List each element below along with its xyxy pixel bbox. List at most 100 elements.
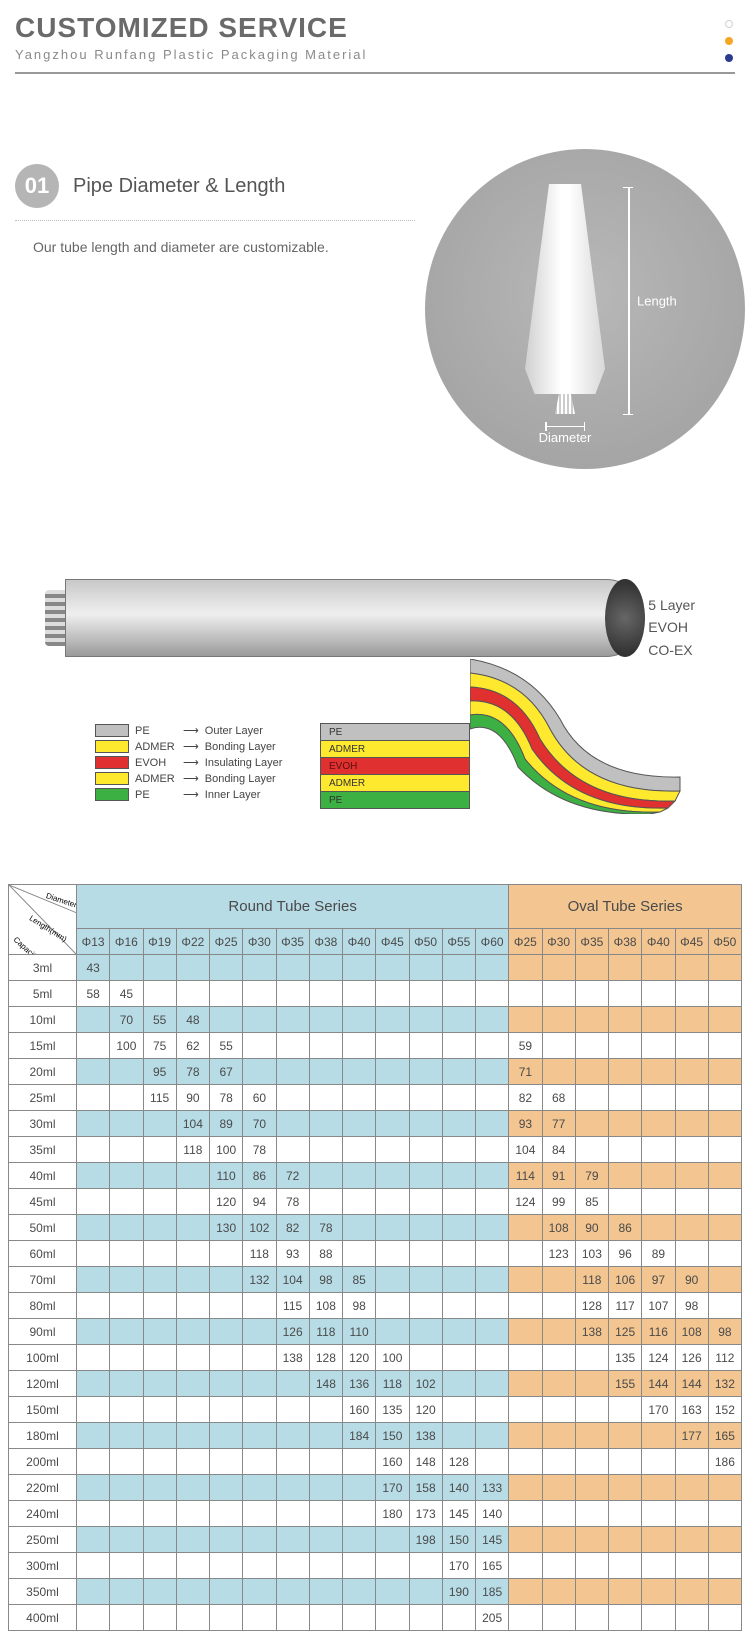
round-value-cell (376, 1579, 409, 1605)
capacity-cell: 400ml (9, 1605, 77, 1631)
oval-value-cell (708, 1111, 741, 1137)
diameter-header: Φ13 (77, 929, 110, 955)
round-value-cell (476, 1085, 509, 1111)
round-value-cell (210, 1423, 243, 1449)
oval-value-cell (675, 1189, 708, 1215)
layer-band: PE (320, 791, 470, 809)
oval-value-cell: 144 (642, 1371, 675, 1397)
oval-value-cell (675, 1033, 708, 1059)
round-value-cell: 55 (143, 1007, 176, 1033)
oval-value-cell (542, 1423, 575, 1449)
round-value-cell (176, 1345, 209, 1371)
round-value-cell (243, 1345, 276, 1371)
round-value-cell (276, 1501, 309, 1527)
capacity-cell: 40ml (9, 1163, 77, 1189)
oval-value-cell (542, 1007, 575, 1033)
round-value-cell (243, 1553, 276, 1579)
oval-value-cell (575, 1501, 608, 1527)
round-value-cell (376, 1553, 409, 1579)
round-value-cell: 120 (409, 1397, 442, 1423)
capacity-cell: 220ml (9, 1475, 77, 1501)
round-value-cell (243, 1527, 276, 1553)
oval-value-cell: 117 (609, 1293, 642, 1319)
legend-role: Outer Layer (205, 725, 263, 737)
decorative-dot (725, 37, 733, 45)
diameter-header: Φ30 (243, 929, 276, 955)
round-value-cell (176, 1449, 209, 1475)
round-value-cell (110, 1059, 143, 1085)
oval-value-cell (609, 1163, 642, 1189)
diameter-header: Φ38 (309, 929, 342, 955)
round-value-cell (143, 1475, 176, 1501)
round-value-cell (210, 1397, 243, 1423)
round-value-cell (376, 1111, 409, 1137)
round-value-cell (442, 1215, 475, 1241)
capacity-cell: 300ml (9, 1553, 77, 1579)
round-value-cell (77, 1371, 110, 1397)
table-row: 40ml11086721149179 (9, 1163, 742, 1189)
decorative-dot (725, 20, 733, 28)
round-value-cell: 102 (243, 1215, 276, 1241)
round-value-cell (309, 1423, 342, 1449)
round-value-cell: 118 (376, 1371, 409, 1397)
legend-swatch (95, 724, 129, 737)
round-value-cell (376, 981, 409, 1007)
round-value-cell (210, 1527, 243, 1553)
oval-value-cell (675, 1085, 708, 1111)
oval-value-cell (509, 1423, 542, 1449)
diameter-header: Φ40 (642, 929, 675, 955)
round-value-cell (376, 1241, 409, 1267)
round-value-cell (243, 1059, 276, 1085)
round-value-cell (110, 1605, 143, 1631)
round-value-cell: 60 (243, 1085, 276, 1111)
oval-value-cell: 124 (642, 1345, 675, 1371)
arrow-icon: ⟶ (183, 772, 199, 785)
capacity-cell: 60ml (9, 1241, 77, 1267)
oval-value-cell (708, 1293, 741, 1319)
oval-value-cell (708, 1501, 741, 1527)
oval-value-cell (675, 1059, 708, 1085)
round-value-cell: 160 (343, 1397, 376, 1423)
round-value-cell (143, 1293, 176, 1319)
round-value-cell (176, 1501, 209, 1527)
round-value-cell (343, 1085, 376, 1111)
oval-value-cell (509, 1397, 542, 1423)
round-value-cell (243, 1475, 276, 1501)
round-value-cell: 48 (176, 1007, 209, 1033)
oval-value-cell (575, 1111, 608, 1137)
round-value-cell (210, 1371, 243, 1397)
oval-value-cell: 152 (708, 1397, 741, 1423)
series-header-round: Round Tube Series (77, 885, 509, 929)
header: CUSTOMIZED SERVICE Yangzhou Runfang Plas… (15, 12, 735, 62)
oval-value-cell (609, 1553, 642, 1579)
round-value-cell (476, 1241, 509, 1267)
round-value-cell: 126 (276, 1319, 309, 1345)
round-value-cell (143, 981, 176, 1007)
round-value-cell (243, 1033, 276, 1059)
round-value-cell (376, 1085, 409, 1111)
table-corner-header: Diameter(mm) Length(mm) Capacity(ml) (9, 885, 77, 955)
round-value-cell (276, 1449, 309, 1475)
round-value-cell (210, 1605, 243, 1631)
round-value-cell (176, 1267, 209, 1293)
round-value-cell (110, 1241, 143, 1267)
oval-value-cell: 89 (642, 1241, 675, 1267)
diameter-header: Φ30 (542, 929, 575, 955)
oval-value-cell (708, 1215, 741, 1241)
oval-value-cell (509, 1267, 542, 1293)
capacity-cell: 25ml (9, 1085, 77, 1111)
round-value-cell (376, 1189, 409, 1215)
oval-value-cell (675, 1449, 708, 1475)
round-value-cell (276, 1553, 309, 1579)
oval-value-cell (575, 1371, 608, 1397)
round-value-cell (409, 1007, 442, 1033)
oval-value-cell (575, 1137, 608, 1163)
round-value-cell (143, 1241, 176, 1267)
round-value-cell: 78 (243, 1137, 276, 1163)
round-value-cell: 120 (343, 1345, 376, 1371)
round-value-cell: 110 (210, 1163, 243, 1189)
round-value-cell: 78 (176, 1059, 209, 1085)
oval-value-cell (708, 1163, 741, 1189)
capacity-cell: 35ml (9, 1137, 77, 1163)
round-value-cell (476, 1345, 509, 1371)
